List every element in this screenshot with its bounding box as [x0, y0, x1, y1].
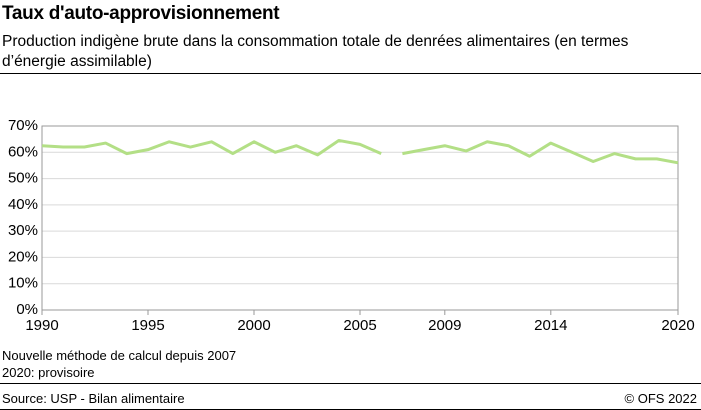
y-tick-label: 50%	[8, 170, 38, 187]
y-tick-label: 60%	[8, 143, 38, 160]
title: Taux d'auto-approvisionnement	[2, 3, 280, 24]
data-line	[41, 138, 382, 157]
x-tick-label: 2009	[428, 317, 461, 334]
chart: 0% 10% 20% 30% 40% 50% 60% 70% 1990 1995 2000 2005 2…	[8, 117, 695, 334]
x-tick-label: 2000	[237, 317, 270, 334]
y-tick-label: 0%	[16, 301, 38, 318]
plot-border	[41, 125, 679, 311]
y-tick-label: 70%	[8, 117, 38, 134]
y-tick-label: 30%	[8, 222, 38, 239]
x-tick-label: 1990	[25, 317, 58, 334]
x-tick-label: 1995	[131, 317, 164, 334]
rule	[0, 383, 701, 384]
data-line	[402, 140, 679, 165]
copyright: © OFS 2022	[624, 391, 697, 406]
rule	[0, 73, 701, 74]
x-tick-label: 2014	[534, 317, 567, 334]
note: 2020: provisoire	[2, 365, 95, 380]
source: Source: USP - Bilan alimentaire	[2, 391, 185, 406]
x-tick-label: 2020	[661, 317, 694, 334]
x-tick-label: 2005	[343, 317, 376, 334]
subtitle: Production indigène brute dans la consom…	[2, 33, 629, 70]
y-tick-label: 10%	[8, 275, 38, 292]
y-tick-label: 40%	[8, 196, 38, 213]
y-tick-label: 20%	[8, 248, 38, 265]
note: Nouvelle méthode de calcul depuis 2007	[2, 348, 237, 363]
notes: Nouvelle méthode de calcul depuis 2007 2…	[2, 347, 236, 381]
